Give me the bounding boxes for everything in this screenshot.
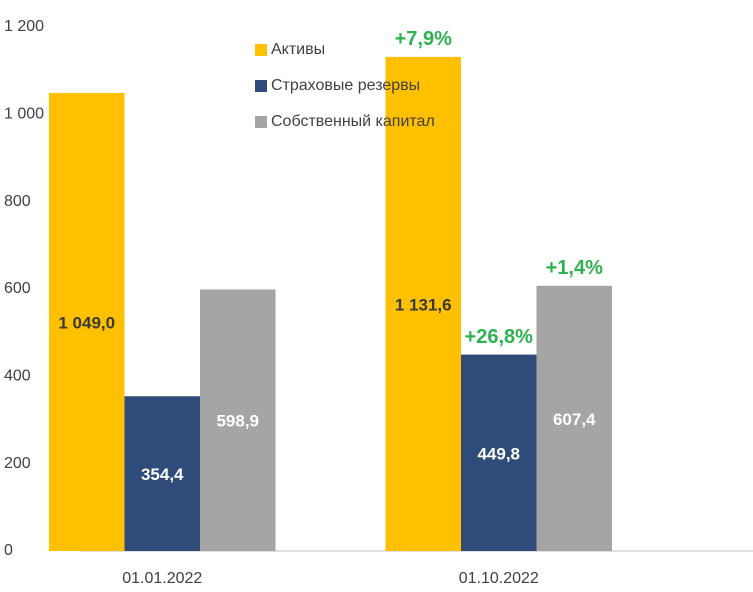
y-tick-label: 200 xyxy=(4,455,31,472)
value-label: 354,4 xyxy=(141,465,184,484)
legend-swatch xyxy=(255,116,267,128)
change-label: +26,8% xyxy=(465,326,534,348)
bar xyxy=(461,354,537,551)
bar xyxy=(536,285,612,551)
legend-swatch xyxy=(255,80,267,92)
y-tick-label: 1 200 xyxy=(4,18,44,35)
bar xyxy=(385,56,461,551)
bar xyxy=(49,92,125,551)
legend-label: Страховые резервы xyxy=(271,77,420,94)
legend-swatch xyxy=(255,44,267,56)
x-tick-label: 01.01.2022 xyxy=(122,570,202,587)
change-label: +1,4% xyxy=(546,257,603,279)
value-label: 449,8 xyxy=(477,444,520,463)
value-label: 1 131,6 xyxy=(395,295,452,314)
change-label: +7,9% xyxy=(395,28,452,50)
value-label: 598,9 xyxy=(216,412,259,431)
x-tick-label: 01.10.2022 xyxy=(459,570,539,587)
legend-label: Активы xyxy=(271,41,325,58)
y-tick-label: 400 xyxy=(4,368,31,385)
y-tick-label: 800 xyxy=(4,193,31,210)
bar xyxy=(200,289,276,551)
value-label: 607,4 xyxy=(553,410,596,429)
bar xyxy=(124,396,200,551)
y-tick-label: 0 xyxy=(4,542,13,559)
y-tick-label: 600 xyxy=(4,280,31,297)
y-tick-label: 1 000 xyxy=(4,106,44,123)
legend-label: Собственный капитал xyxy=(271,113,435,130)
value-label: 1 049,0 xyxy=(58,313,115,332)
